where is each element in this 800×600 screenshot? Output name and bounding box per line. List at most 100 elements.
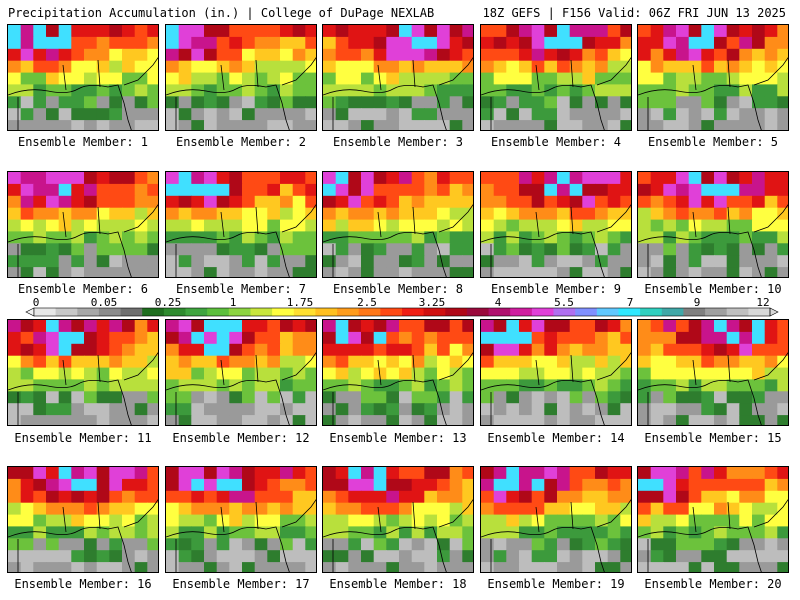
colorbar-tick-label: 2.5 — [357, 296, 377, 309]
colorbar-swatch — [596, 308, 619, 316]
ensemble-member-map — [637, 24, 789, 131]
precip-field — [8, 320, 158, 425]
precip-field — [638, 320, 788, 425]
member-caption: Ensemble Member: 7 — [175, 282, 307, 296]
colorbar-swatch — [120, 308, 143, 316]
colorbar-swatch — [228, 308, 251, 316]
precip-field — [323, 25, 473, 130]
colorbar-tick-label: 3.25 — [419, 296, 446, 309]
coastline — [166, 57, 316, 130]
coastline — [481, 499, 631, 572]
precip-field — [323, 320, 473, 425]
coastline — [8, 352, 158, 425]
coastline — [166, 499, 316, 572]
colorbar-tick-label: 0.05 — [91, 296, 118, 309]
ensemble-member-map — [322, 171, 474, 278]
member-caption: Ensemble Member: 15 — [644, 431, 782, 445]
colorbar-swatch — [661, 308, 684, 316]
model-run-info: 18Z GEFS | F156 Valid: 06Z FRI JUN 13 20… — [482, 6, 786, 20]
coastline — [481, 57, 631, 130]
ensemble-member-map — [637, 171, 789, 278]
member-caption: Ensemble Member: 12 — [172, 431, 310, 445]
member-caption: Ensemble Member: 6 — [17, 282, 149, 296]
member-caption: Ensemble Member: 17 — [172, 577, 310, 591]
member-caption: Ensemble Member: 13 — [329, 431, 467, 445]
precip-field — [638, 25, 788, 130]
coastline — [481, 204, 631, 277]
colorbar-swatch — [185, 308, 208, 316]
member-caption: Ensemble Member: 11 — [14, 431, 152, 445]
colorbar-swatch — [142, 308, 165, 316]
ensemble-member-map — [165, 319, 317, 426]
colorbar-swatch — [207, 308, 230, 316]
ensemble-member-map — [480, 24, 632, 131]
colorbar-swatch — [705, 308, 728, 316]
precip-field — [8, 172, 158, 277]
ensemble-member-map — [637, 319, 789, 426]
ensemble-member-map — [7, 24, 159, 131]
coastline — [638, 57, 788, 130]
member-caption: Ensemble Member: 3 — [332, 135, 464, 149]
member-caption: Ensemble Member: 19 — [487, 577, 625, 591]
precip-colorbar: 0 0.05 0.25 1 1.75 2.5 3.25 4 5.5 7 9 12 — [25, 296, 779, 317]
precip-field — [166, 320, 316, 425]
ensemble-member-map — [165, 466, 317, 573]
colorbar-swatch — [510, 308, 533, 316]
colorbar-swatch — [272, 308, 295, 316]
precip-field — [166, 25, 316, 130]
coastline — [8, 57, 158, 130]
colorbar-tick-label: 7 — [627, 296, 634, 309]
ensemble-member-map — [7, 319, 159, 426]
member-caption: Ensemble Member: 20 — [644, 577, 782, 591]
ensemble-member-map — [7, 171, 159, 278]
precip-field — [638, 467, 788, 572]
ensemble-member-map — [7, 466, 159, 573]
colorbar-swatch — [726, 308, 749, 316]
member-caption: Ensemble Member: 5 — [647, 135, 779, 149]
colorbar-swatch — [445, 308, 468, 316]
colorbar-swatch — [553, 308, 576, 316]
colorbar-tick-label: 5.5 — [554, 296, 574, 309]
precip-field — [8, 25, 158, 130]
colorbar-left-arrow — [25, 307, 35, 317]
member-caption: Ensemble Member: 1 — [17, 135, 149, 149]
colorbar-tick-label: 4 — [495, 296, 502, 309]
colorbar-swatch — [575, 308, 598, 316]
colorbar-tick-label: 0.25 — [155, 296, 182, 309]
precip-field — [481, 320, 631, 425]
colorbar-swatch — [337, 308, 360, 316]
ensemble-member-map — [480, 319, 632, 426]
colorbar-swatch — [34, 308, 57, 316]
colorbar-swatch — [466, 308, 489, 316]
colorbar-swatch — [488, 308, 511, 316]
colorbar-swatch — [618, 308, 641, 316]
colorbar-swatch — [293, 308, 316, 316]
precip-field — [481, 467, 631, 572]
coastline — [638, 499, 788, 572]
precip-field — [481, 172, 631, 277]
coastline — [8, 499, 158, 572]
ensemble-member-map — [322, 24, 474, 131]
precip-field — [323, 172, 473, 277]
member-caption: Ensemble Member: 9 — [490, 282, 622, 296]
colorbar-swatch — [98, 308, 121, 316]
coastline — [166, 204, 316, 277]
ensemble-member-map — [322, 319, 474, 426]
precip-field — [481, 25, 631, 130]
member-caption: Ensemble Member: 16 — [14, 577, 152, 591]
coastline — [481, 352, 631, 425]
colorbar-tick-label: 1 — [230, 296, 237, 309]
map-title: Precipitation Accumulation (in.) | Colle… — [8, 6, 435, 20]
member-caption: Ensemble Member: 14 — [487, 431, 625, 445]
colorbar-swatch — [163, 308, 186, 316]
member-caption: Ensemble Member: 8 — [332, 282, 464, 296]
colorbar-swatch — [640, 308, 663, 316]
ensemble-member-map — [637, 466, 789, 573]
member-caption: Ensemble Member: 18 — [329, 577, 467, 591]
ensemble-member-map — [165, 171, 317, 278]
colorbar-swatch — [250, 308, 273, 316]
precip-field — [323, 467, 473, 572]
coastline — [323, 352, 473, 425]
precip-field — [166, 172, 316, 277]
colorbar-tick-label: 1.75 — [287, 296, 314, 309]
